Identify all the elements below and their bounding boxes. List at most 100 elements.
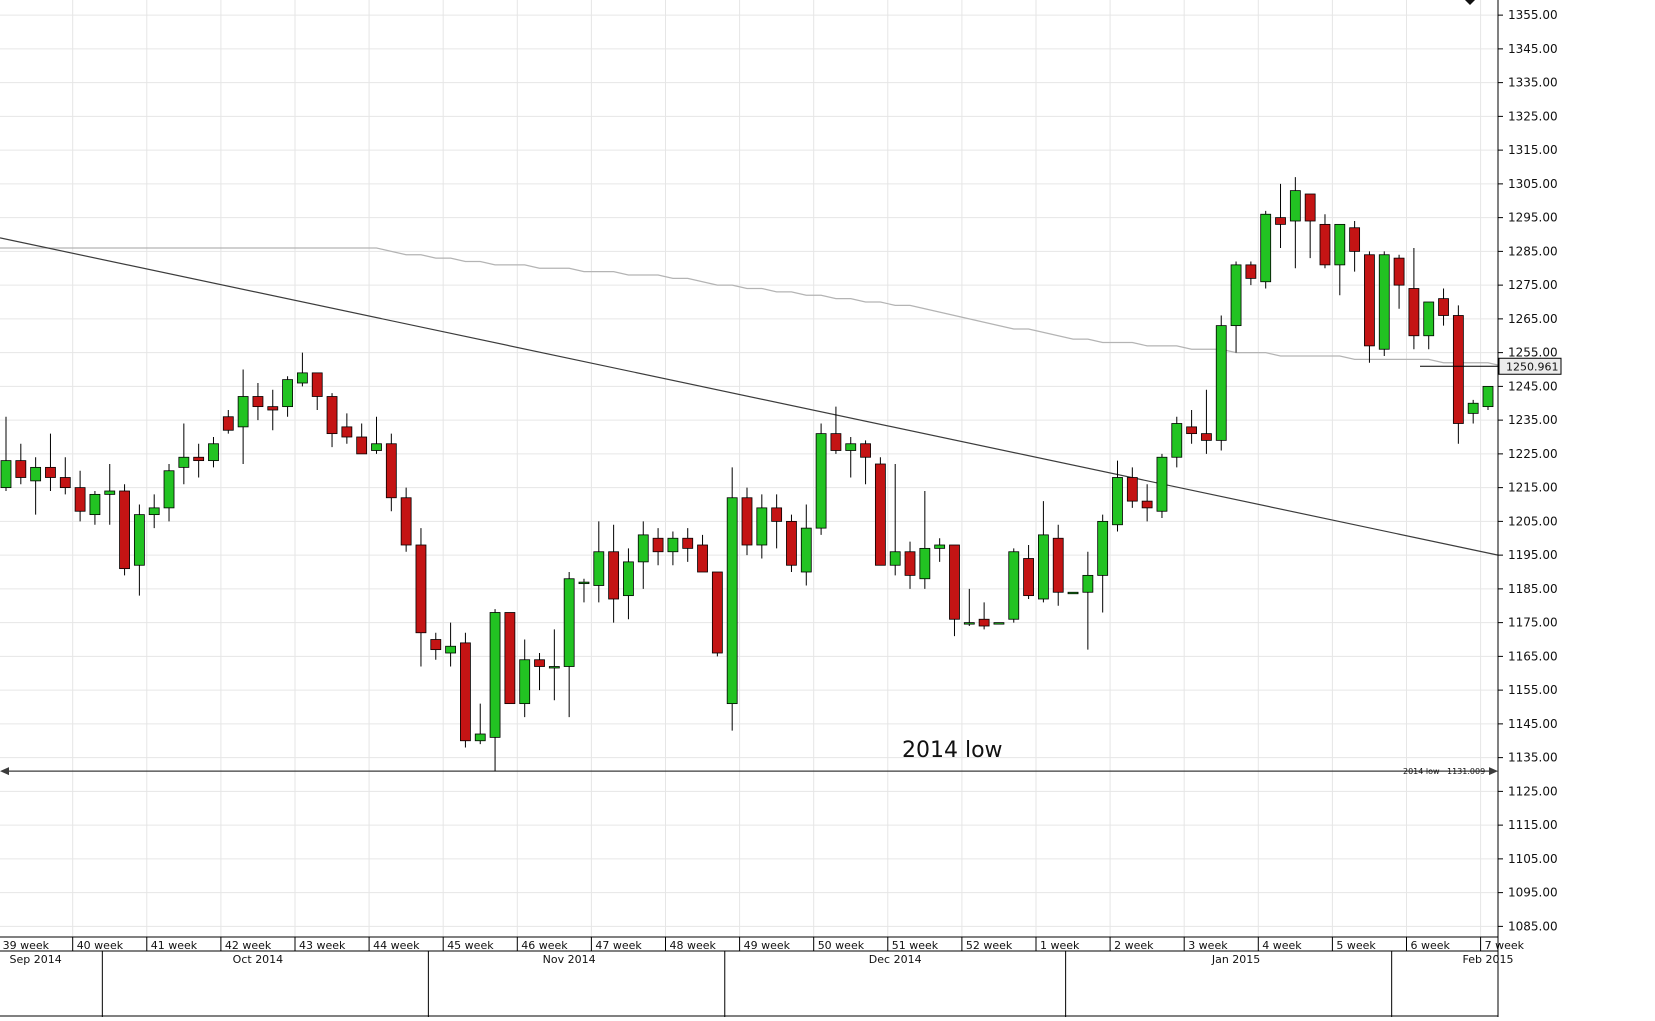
candle <box>1008 548 1020 623</box>
candle <box>148 494 160 529</box>
candle <box>1097 514 1109 613</box>
candle-body <box>1334 223 1346 266</box>
candle <box>874 457 886 566</box>
candle <box>993 622 1005 625</box>
candle <box>1186 410 1197 444</box>
candle <box>311 372 323 410</box>
candle <box>356 423 368 455</box>
low-line-right-label: 1131.009 <box>1447 767 1485 776</box>
candle <box>104 464 116 525</box>
candle <box>1423 301 1435 350</box>
candle <box>119 484 130 576</box>
candle <box>652 528 664 566</box>
candle-body <box>845 443 857 451</box>
candle-body <box>1008 551 1020 620</box>
candle <box>445 622 457 667</box>
candle-body <box>1467 402 1479 414</box>
candle <box>534 653 545 691</box>
candle-body <box>237 396 249 428</box>
candle-body <box>0 460 12 489</box>
week-label: 40 week <box>77 939 124 952</box>
candle <box>267 389 279 431</box>
candle-body <box>919 547 931 580</box>
month-label: Sep 2014 <box>10 953 62 966</box>
candle-body <box>59 477 71 489</box>
week-label: 4 week <box>1262 939 1302 952</box>
candle-body <box>89 493 101 516</box>
candle <box>222 410 234 434</box>
candle-body <box>193 456 205 462</box>
candle-body <box>1289 190 1301 222</box>
candle-body <box>1482 385 1494 408</box>
candle-body <box>1364 254 1375 347</box>
candle <box>1393 254 1405 309</box>
week-label: 42 week <box>225 939 272 952</box>
y-tick-label: 1325.00 <box>1508 109 1558 123</box>
candle <box>15 443 27 485</box>
y-tick-label: 1125.00 <box>1508 784 1558 798</box>
candle-body <box>593 551 605 586</box>
candle <box>1245 261 1257 286</box>
candle-body <box>504 612 516 705</box>
week-label: 51 week <box>892 939 939 952</box>
candle-body <box>1304 193 1316 222</box>
downtrend-line <box>0 237 1499 556</box>
candle-body <box>1156 456 1168 512</box>
candle <box>296 352 308 387</box>
week-label: 43 week <box>299 939 346 952</box>
candle <box>400 487 412 552</box>
candle-body <box>978 618 990 627</box>
candle-body <box>1260 213 1272 283</box>
candle-body <box>1097 520 1109 576</box>
candle-body <box>889 551 901 566</box>
candle <box>786 514 797 572</box>
candle <box>74 470 86 522</box>
candle <box>711 571 723 657</box>
candle-body <box>341 426 353 438</box>
candle <box>1082 551 1094 650</box>
week-label: 46 week <box>521 939 568 952</box>
candle <box>919 491 931 589</box>
candle <box>563 572 575 718</box>
candle-body <box>252 396 264 408</box>
y-tick-label: 1195.00 <box>1508 548 1558 562</box>
candle-body <box>282 379 293 408</box>
candle-body <box>963 622 975 625</box>
candle <box>45 433 56 491</box>
candle-body <box>163 470 175 509</box>
candle-body <box>1215 325 1227 441</box>
candle-body <box>311 372 323 397</box>
moving-average-line <box>0 247 1533 367</box>
low-line-left-label: 2014 low <box>1403 767 1440 776</box>
candle <box>949 544 960 637</box>
candle <box>682 528 694 562</box>
candle <box>415 528 427 667</box>
candle <box>385 433 397 512</box>
candle-body <box>1349 227 1361 252</box>
candle-body <box>371 443 382 451</box>
candle <box>1467 399 1479 424</box>
candle <box>623 548 634 620</box>
candle <box>1275 183 1286 248</box>
candle-body <box>786 520 797 566</box>
candle-body <box>15 460 27 478</box>
candle <box>30 457 42 515</box>
y-tick-label: 1225.00 <box>1508 447 1558 461</box>
candle-body <box>415 544 427 634</box>
candle <box>1260 210 1272 289</box>
candle <box>978 602 990 630</box>
candle <box>637 521 649 589</box>
candle-body <box>771 507 783 522</box>
candle <box>1304 193 1316 259</box>
candle <box>1141 484 1153 522</box>
candle <box>1126 467 1138 508</box>
candle-body <box>326 396 338 435</box>
candle <box>756 494 768 559</box>
moving-average <box>0 247 1533 367</box>
candle-body <box>904 551 916 576</box>
grid <box>0 0 1498 937</box>
candle-body <box>460 642 471 742</box>
candle <box>741 487 753 556</box>
candle-body <box>133 514 145 566</box>
candle-body <box>667 537 679 553</box>
